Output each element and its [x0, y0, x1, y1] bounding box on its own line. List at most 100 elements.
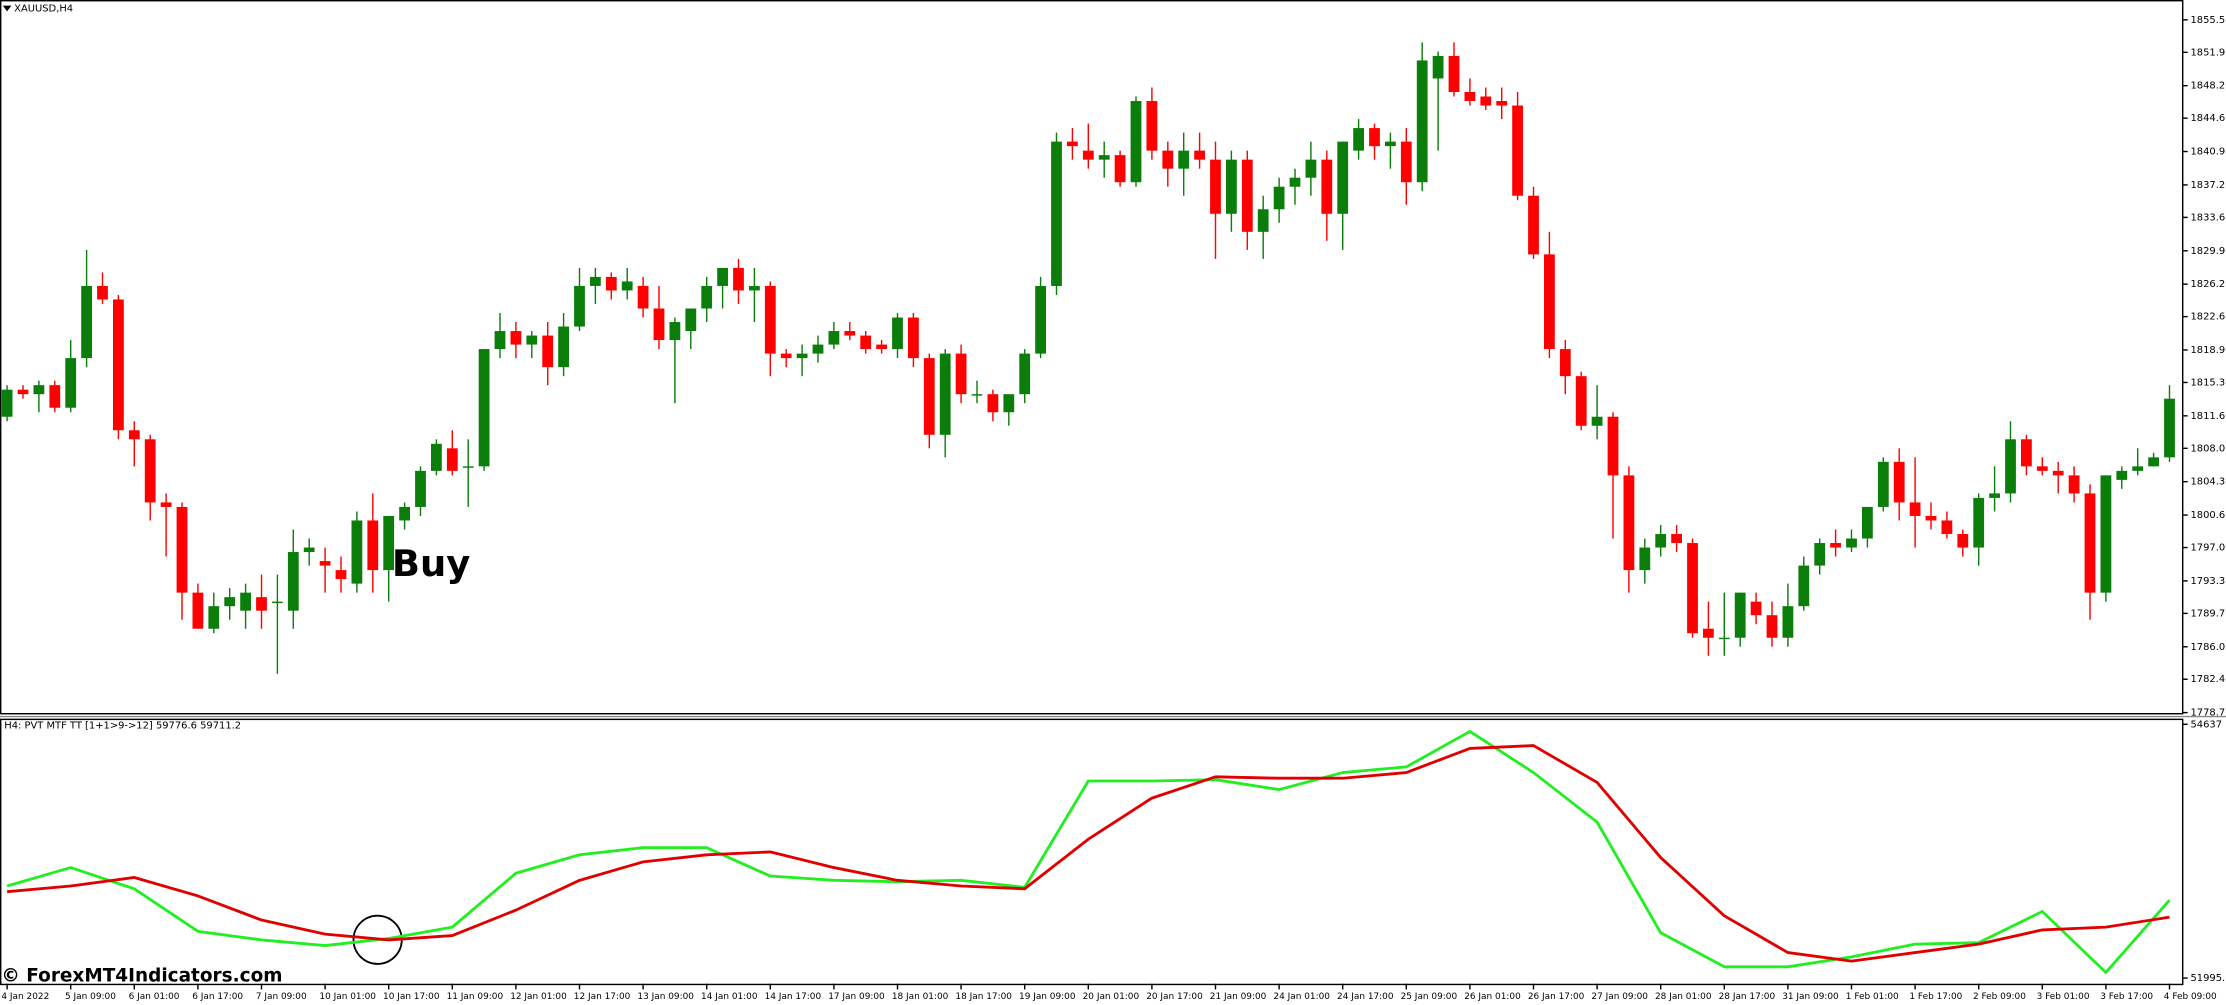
candle-body [1098, 155, 1110, 160]
candle-body [2021, 439, 2032, 467]
candle-body [240, 592, 251, 611]
x-tick-label: 20 Jan 17:00 [1146, 992, 1203, 1002]
candle-body [955, 353, 967, 395]
candle-body [1957, 534, 1969, 548]
candle-body [637, 285, 649, 309]
candle-body [685, 308, 697, 332]
x-tick-label: 17 Jan 09:00 [828, 992, 885, 1002]
main-panel-frame [0, 0, 2184, 715]
x-tick-label: 4 Jan 2022 [1, 992, 49, 1002]
candle-body [1226, 159, 1237, 214]
candle-body [1448, 55, 1460, 93]
x-tick-label: 20 Jan 01:00 [1083, 992, 1140, 1002]
candle-body [2148, 457, 2159, 467]
y-tick-label: 1804.30 [2191, 477, 2226, 488]
y-tick-label: 54637 [2191, 719, 2223, 730]
candle-body [1544, 254, 1555, 350]
candle-body [462, 466, 474, 468]
candle-body [1687, 543, 1698, 634]
candle-body [1862, 506, 1873, 539]
candle-body [1607, 416, 1619, 476]
y-tick-label: 1851.90 [2191, 47, 2226, 58]
candle-body [2005, 439, 2016, 494]
x-tick-label: 14 Jan 01:00 [701, 992, 758, 1002]
candle-body [494, 331, 506, 350]
candle-body [319, 561, 331, 566]
x-tick-label: 6 Jan 17:00 [192, 992, 243, 1002]
candle-body [1, 389, 13, 417]
candle-body [733, 267, 744, 291]
candle-body [971, 394, 983, 396]
candle-body [160, 502, 172, 507]
x-tick-label: 3 Feb 17:00 [2100, 992, 2153, 1002]
y-tick-label: 1829.90 [2191, 246, 2226, 257]
candle-body [1703, 628, 1714, 638]
candle-body [828, 331, 840, 345]
y-tick-label: 1818.90 [2191, 345, 2226, 356]
candle-body [1337, 141, 1349, 214]
candle-body [2052, 470, 2064, 476]
candle-body [1003, 394, 1015, 413]
candle-body [1846, 538, 1857, 548]
x-tick-label: 27 Jan 09:00 [1591, 992, 1648, 1002]
candle-body [1909, 502, 1921, 516]
candle-body [1464, 92, 1476, 102]
candle-body [367, 520, 379, 571]
candle-body [1035, 285, 1046, 354]
candle-body [2068, 475, 2080, 494]
candle-body [1162, 150, 1174, 169]
candle-body [2164, 398, 2175, 458]
symbol-menu-arrow [2, 5, 12, 12]
candle-body [1623, 475, 1635, 571]
candle-body [431, 443, 442, 471]
x-tick-label: 24 Jan 01:00 [1273, 992, 1330, 1002]
candle-body [1559, 349, 1571, 377]
candle-body [1194, 150, 1205, 160]
x-tick-label: 13 Jan 09:00 [637, 992, 694, 1002]
candle-body [876, 344, 887, 350]
candle-body [605, 276, 617, 291]
x-tick-label: 1 Feb 01:00 [1846, 992, 1899, 1002]
candle-body [669, 322, 681, 341]
candle-body [1655, 534, 1667, 548]
candle-body [1210, 159, 1221, 214]
candle-body [1289, 177, 1301, 187]
y-tick-label: 1782.40 [2191, 674, 2226, 685]
x-tick-label: 18 Jan 01:00 [892, 992, 949, 1002]
candle-body [1973, 497, 1985, 548]
y-tick-label: 51995.7 [2191, 973, 2226, 984]
candle-body [256, 597, 267, 611]
x-tick-label: 1 Feb 17:00 [1909, 992, 1962, 1002]
y-tick-label: 1797.00 [2191, 543, 2226, 554]
candle-body [2100, 475, 2112, 593]
y-tick-label: 1815.30 [2191, 377, 2226, 388]
candle-body [1718, 637, 1730, 640]
candle-body [1019, 353, 1031, 395]
candle-body [796, 353, 808, 359]
y-tick-label: 1844.60 [2191, 113, 2226, 124]
candle-body [780, 353, 792, 359]
x-tick-label: 28 Jan 17:00 [1719, 992, 1776, 1002]
candle-body [49, 385, 61, 408]
y-tick-label: 1833.60 [2191, 212, 2226, 223]
candle-body [908, 317, 919, 359]
y-tick-label: 1840.90 [2191, 147, 2226, 158]
watermark: © ForexMT4Indicators.com [1, 966, 282, 987]
candle-body [749, 285, 760, 291]
candle-body [892, 317, 903, 350]
x-tick-label: 12 Jan 17:00 [574, 992, 631, 1002]
candle-body [1241, 159, 1253, 232]
indicator-line [6, 730, 2171, 974]
candle-body [1178, 150, 1190, 169]
y-tick-label: 1778.70 [2191, 708, 2226, 719]
x-tick-label: 26 Jan 01:00 [1464, 992, 1521, 1002]
candle-body [510, 331, 522, 345]
x-tick-label: 11 Jan 09:00 [447, 992, 504, 1002]
x-tick-label: 5 Jan 09:00 [65, 992, 116, 1002]
y-tick-label: 1855.50 [2191, 15, 2226, 26]
y-tick-label: 1822.60 [2191, 312, 2226, 323]
y-tick-label: 1793.30 [2191, 576, 2226, 587]
candle-body [1766, 615, 1778, 638]
candle-body [1321, 159, 1333, 214]
